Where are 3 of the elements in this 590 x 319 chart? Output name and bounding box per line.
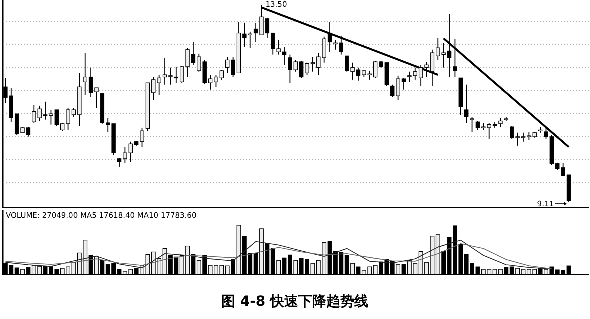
text: 图 4-8 快速下降趋势线 xyxy=(221,294,369,310)
candlestick xyxy=(464,84,469,124)
candlestick xyxy=(470,116,474,132)
